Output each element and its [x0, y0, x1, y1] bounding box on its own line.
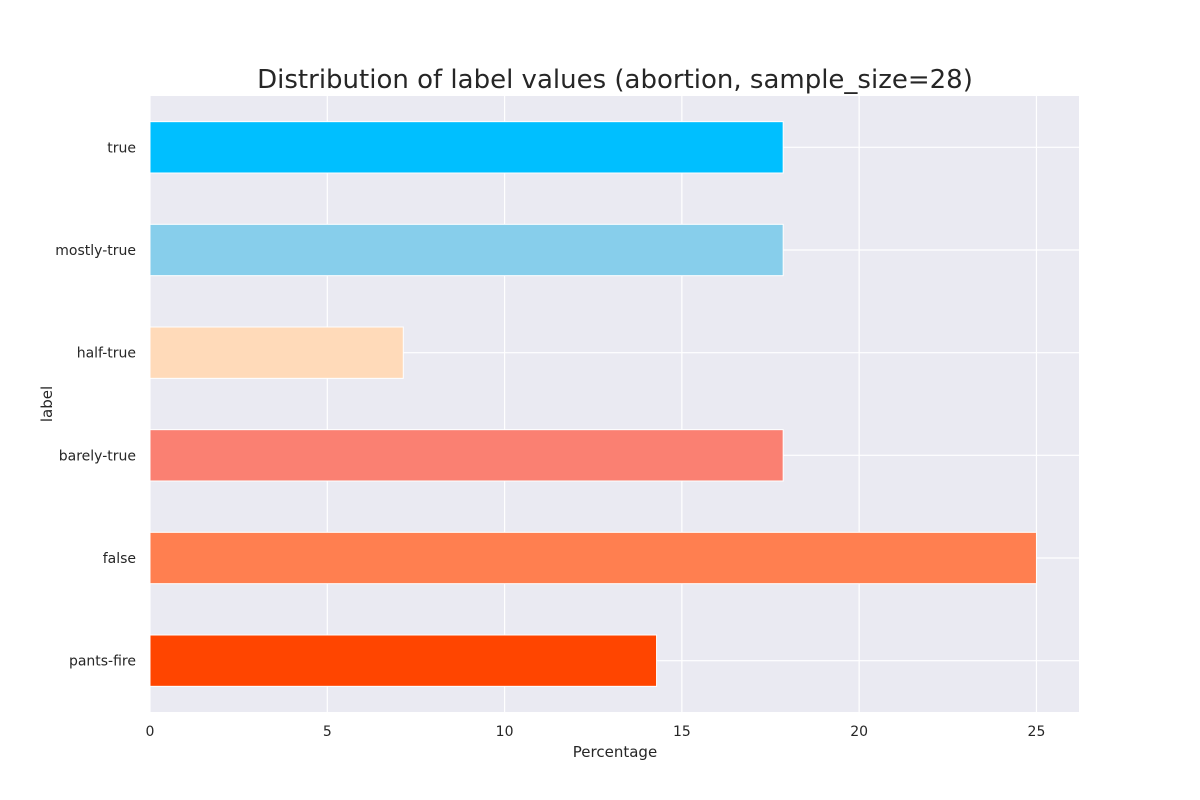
- y-tick-label: mostly-true: [55, 243, 136, 259]
- x-tick-label: 0: [146, 724, 155, 740]
- x-tick-labels: 0 5 10 15 20 25: [146, 724, 1046, 740]
- x-tick-label: 20: [850, 724, 868, 740]
- bar-pants-fire: [149, 634, 658, 687]
- plot-area: [150, 96, 1079, 712]
- y-tick-label: half-true: [77, 346, 136, 362]
- x-axis-label: Percentage: [573, 743, 657, 761]
- bars: [149, 121, 1037, 687]
- bar-barely-true: [149, 429, 784, 482]
- bar-mostly-true: [149, 223, 784, 277]
- bar-true: [149, 121, 784, 174]
- y-tick-label: barely-true: [59, 448, 136, 464]
- y-tick-label: pants-fire: [69, 654, 136, 670]
- x-tick-label: 10: [496, 724, 514, 740]
- y-axis-label: label: [38, 386, 56, 422]
- bar-false: [149, 531, 1037, 585]
- y-tick-label: false: [103, 551, 136, 567]
- y-tick-label: true: [107, 140, 136, 156]
- chart-title: Distribution of label values (abortion, …: [257, 65, 973, 95]
- x-tick-label: 15: [673, 724, 691, 740]
- x-tick-label: 5: [323, 724, 332, 740]
- x-tick-label: 25: [1028, 724, 1046, 740]
- bar-half-true: [149, 326, 404, 379]
- y-tick-labels: true mostly-true half-true barely-true false…: [55, 140, 136, 669]
